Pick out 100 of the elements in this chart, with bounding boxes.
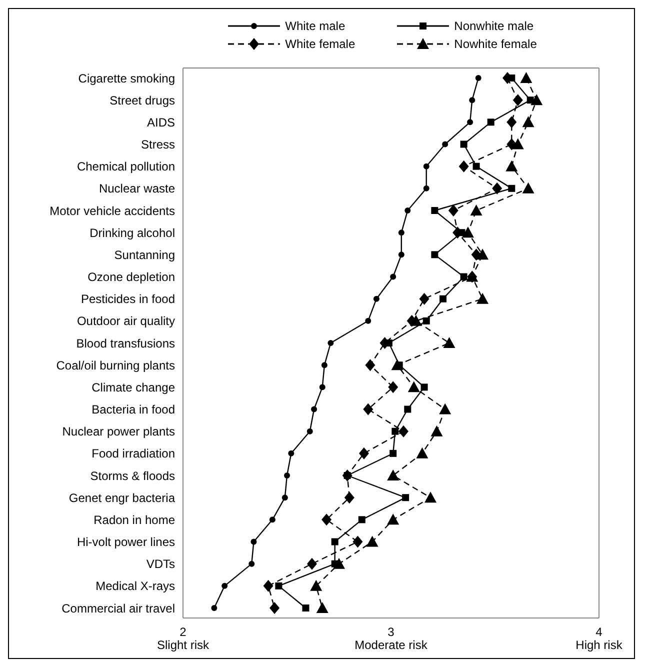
point xyxy=(506,116,517,128)
point xyxy=(321,362,328,368)
point xyxy=(387,514,400,525)
point xyxy=(358,447,369,460)
point xyxy=(310,580,322,591)
point xyxy=(443,337,456,348)
point xyxy=(410,314,422,326)
point xyxy=(467,119,474,126)
x-tick-label: 2 Slight risk xyxy=(156,625,210,652)
point xyxy=(270,602,280,614)
y-tick-label: Commercial air travel xyxy=(62,601,175,616)
y-tick-label: AIDS xyxy=(146,115,175,130)
point xyxy=(331,538,338,546)
point xyxy=(430,425,443,436)
point xyxy=(366,536,378,547)
point xyxy=(476,248,489,260)
y-tick-label: Pesticides in food xyxy=(80,292,175,306)
legend-label: Nowhite female xyxy=(454,37,537,51)
y-tick-label: Suntanning xyxy=(114,248,175,262)
y-tick-label: Ozone depletion xyxy=(88,270,175,284)
y-tick-label: Food irradiation xyxy=(92,446,175,461)
point xyxy=(423,163,430,170)
point xyxy=(506,160,518,172)
point xyxy=(222,582,228,589)
point xyxy=(404,208,411,214)
y-tick-label: Coal/oil burning plants xyxy=(56,358,175,372)
point xyxy=(319,384,326,390)
point xyxy=(398,252,404,258)
point xyxy=(469,97,476,104)
point xyxy=(302,604,310,612)
point xyxy=(322,514,332,526)
point xyxy=(512,138,524,150)
y-tick-label: Cigarette smoking xyxy=(78,71,175,86)
point xyxy=(358,516,366,524)
point xyxy=(460,273,468,280)
point xyxy=(352,536,363,548)
point xyxy=(387,470,400,480)
point xyxy=(520,72,532,83)
point xyxy=(458,160,469,172)
point xyxy=(306,558,317,570)
point xyxy=(390,450,397,457)
point xyxy=(448,204,458,216)
y-tick-label: Street drugs xyxy=(110,93,175,108)
point xyxy=(365,318,372,324)
point xyxy=(388,381,398,394)
y-tick-label: VDTs xyxy=(146,557,175,572)
point xyxy=(470,204,482,216)
point xyxy=(492,182,502,194)
point xyxy=(420,384,428,391)
point xyxy=(416,447,428,458)
point xyxy=(282,494,288,501)
point xyxy=(522,116,534,128)
y-tick-label: Radon in home xyxy=(94,512,176,527)
legend-label: White male xyxy=(285,19,346,33)
point xyxy=(263,580,274,592)
point xyxy=(460,140,468,148)
y-tick-label: Chemical pollution xyxy=(76,160,175,174)
point xyxy=(363,403,374,416)
y-tick-label: Hi-volt power lines xyxy=(76,535,175,550)
point xyxy=(248,560,255,567)
point xyxy=(392,428,399,435)
point xyxy=(522,182,534,194)
point xyxy=(311,406,318,412)
point xyxy=(442,141,448,148)
point xyxy=(344,492,354,504)
point xyxy=(439,403,452,414)
point xyxy=(431,251,438,258)
point xyxy=(316,602,328,613)
point xyxy=(275,582,282,590)
point xyxy=(211,605,218,611)
point xyxy=(306,428,313,434)
y-tick-label: Nuclear waste xyxy=(98,182,176,196)
point xyxy=(423,185,430,192)
point xyxy=(475,75,482,81)
point xyxy=(422,317,430,324)
point xyxy=(398,230,404,236)
y-tick-label: Motor vehicle accidents xyxy=(50,204,175,218)
point xyxy=(402,494,410,502)
point xyxy=(487,118,494,126)
point xyxy=(404,406,412,413)
point xyxy=(365,359,376,372)
y-tick-label: Outdoor air quality xyxy=(76,314,175,328)
point xyxy=(462,226,474,238)
y-tick-label: Genet engr bacteria xyxy=(68,490,176,505)
legend-label: Nonwhite male xyxy=(454,19,534,33)
point xyxy=(390,274,396,280)
point xyxy=(284,472,290,478)
legend-label: White female xyxy=(285,37,356,51)
point xyxy=(342,470,352,482)
y-tick-label: Storms & floods xyxy=(90,468,175,483)
point xyxy=(328,340,334,346)
point xyxy=(440,295,446,302)
point xyxy=(431,207,438,214)
point xyxy=(424,492,437,503)
x-tick-label: 4 High risk xyxy=(576,625,624,652)
point xyxy=(476,292,489,304)
point xyxy=(333,558,345,569)
point xyxy=(512,94,523,106)
point xyxy=(408,381,420,392)
y-tick-label: Drinking alcohol xyxy=(90,226,175,240)
